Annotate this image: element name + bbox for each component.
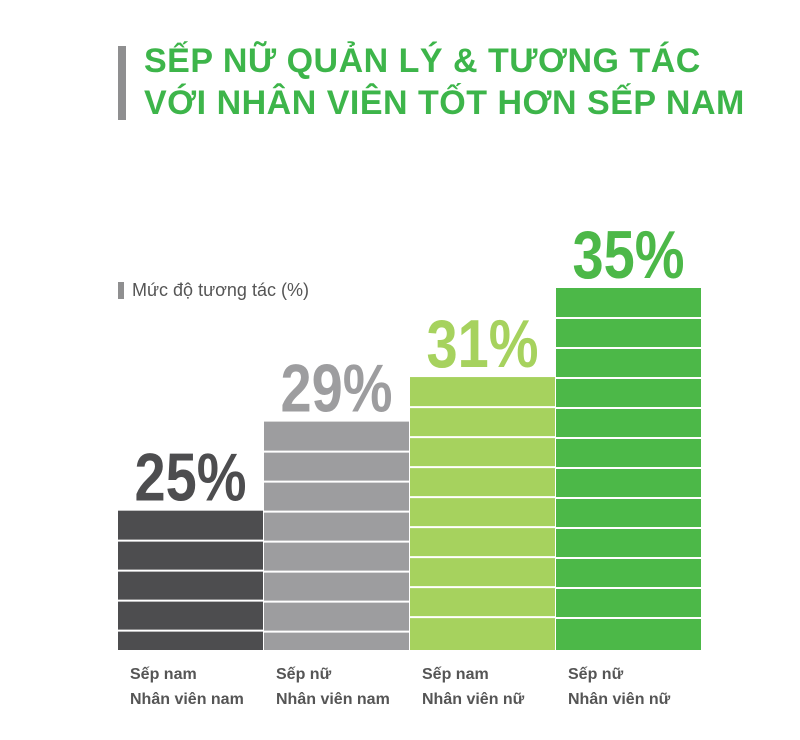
category-label-2-line-1: Sếp nữ [276, 666, 332, 683]
title-accent-bar [118, 46, 126, 120]
category-label-3-line-1: Sếp nam [422, 666, 489, 683]
bar-3 [410, 377, 555, 650]
legend-swatch [118, 282, 124, 299]
value-label-2: 29% [281, 351, 393, 427]
chart-title: SẾP NỮ QUẢN LÝ & TƯƠNG TÁC VỚI NHÂN VIÊN… [144, 40, 745, 124]
chart-title-line-1: SẾP NỮ QUẢN LÝ & TƯƠNG TÁC [144, 42, 701, 80]
legend: Mức độ tương tác (%) [118, 280, 309, 301]
value-label-1: 25% [135, 440, 247, 516]
value-label-4: 35% [573, 217, 685, 293]
chart-title-line-2: VỚI NHÂN VIÊN TỐT HƠN SẾP NAM [144, 84, 745, 122]
category-label-4-line-1: Sếp nữ [568, 666, 624, 683]
category-label-1-line-1: Sếp nam [130, 666, 197, 683]
bar-1 [118, 510, 263, 650]
category-label-3-line-2: Nhân viên nữ [422, 691, 525, 708]
category-label-1-line-2: Nhân viên nam [130, 691, 244, 708]
bar-2 [264, 421, 409, 650]
value-label-3: 31% [427, 306, 539, 382]
category-label-4-line-2: Nhân viên nữ [568, 691, 671, 708]
legend-label: Mức độ tương tác (%) [132, 280, 309, 300]
category-label-2-line-2: Nhân viên nam [276, 691, 390, 708]
